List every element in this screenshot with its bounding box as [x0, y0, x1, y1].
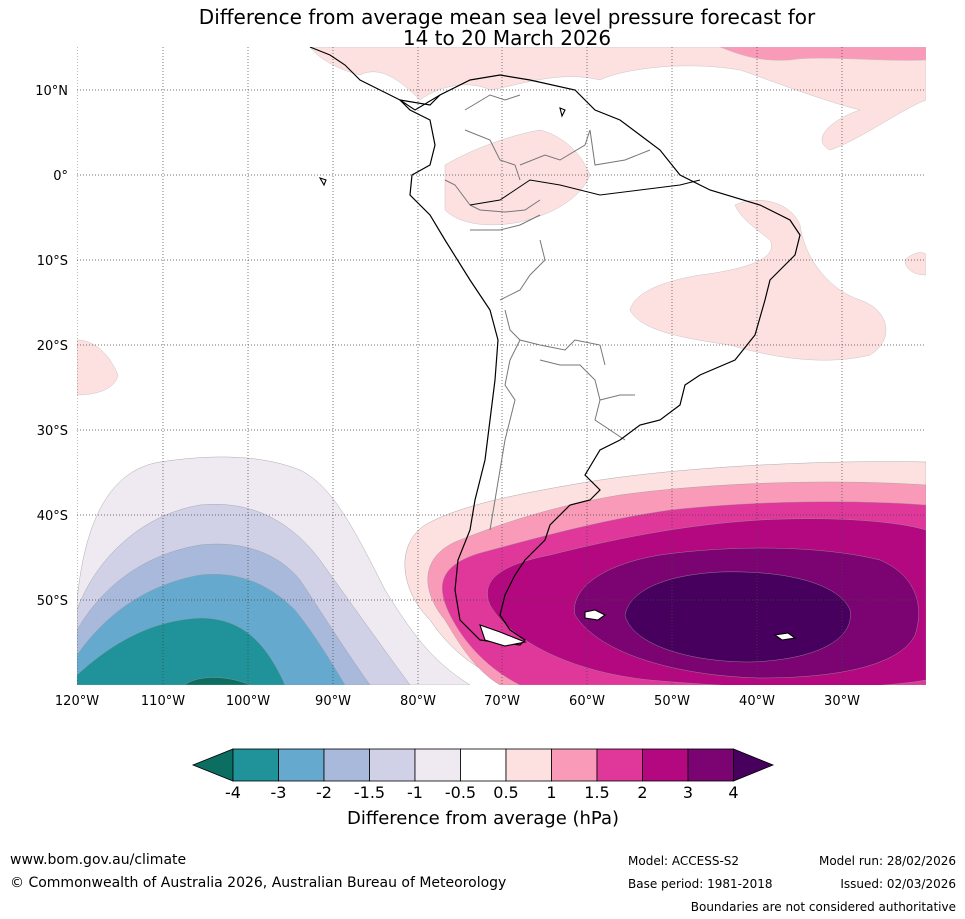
colorbar-tick-label: -1.5: [353, 783, 386, 802]
svg-text:10°N: 10°N: [35, 84, 68, 99]
issued-date: Issued: 02/03/2026: [840, 877, 956, 891]
base-period: Base period: 1981-2018: [628, 877, 773, 891]
colorbar-swatch: [369, 748, 416, 782]
map-title-line-2: 14 to 20 March 2026: [402, 26, 612, 50]
islands: [318, 107, 797, 647]
colorbar-tick-label: -1: [407, 783, 423, 802]
svg-text:100°W: 100°W: [226, 694, 270, 709]
svg-text:30°S: 30°S: [37, 424, 68, 439]
colorbar-swatch: [323, 748, 370, 782]
boundaries-disclaimer: Boundaries are not considered authoritat…: [690, 900, 956, 914]
light-positive-patches: [77, 47, 926, 396]
negative-anomaly-field: [77, 456, 471, 685]
colorbar-swatch: [642, 748, 689, 782]
map-title-line-1: Difference from average mean sea level p…: [198, 5, 816, 29]
colorbar-swatch: [414, 748, 461, 782]
svg-text:110°W: 110°W: [141, 694, 185, 709]
colorbar: [191, 748, 775, 782]
colorbar-tick-label: 4: [728, 783, 739, 802]
colorbar-swatch: [278, 748, 325, 782]
amazon-river: [469, 179, 701, 206]
colorbar-swatch: [460, 748, 507, 782]
colorbar-extend-high: [733, 748, 775, 782]
country-borders: [444, 94, 651, 531]
colorbar-extend-low: [191, 748, 234, 782]
colorbar-title: Difference from average (hPa): [346, 808, 620, 829]
longitude-axis-labels: 120°W 110°W 100°W 90°W 80°W 70°W 60°W 50…: [55, 694, 860, 709]
svg-text:50°S: 50°S: [37, 594, 68, 609]
colorbar-swatch: [551, 748, 598, 782]
svg-text:80°W: 80°W: [400, 694, 436, 709]
colorbar-tick-label: 3: [682, 783, 694, 802]
svg-text:50°W: 50°W: [654, 694, 690, 709]
svg-text:30°W: 30°W: [824, 694, 860, 709]
svg-text:0°: 0°: [53, 169, 68, 184]
colorbar-swatch: [505, 748, 552, 782]
model-run-date: Model run: 28/02/2026: [818, 854, 956, 868]
colorbar-tick-label: 2: [637, 783, 648, 802]
colorbar-tick-label: -2: [316, 783, 332, 802]
svg-text:120°W: 120°W: [55, 694, 99, 709]
svg-text:70°W: 70°W: [484, 694, 520, 709]
colorbar-tick-label: 0.5: [493, 783, 519, 802]
svg-text:90°W: 90°W: [315, 694, 351, 709]
colorbar-tick-label: -4: [225, 783, 241, 802]
positive-anomaly-field: [404, 461, 926, 685]
svg-text:60°W: 60°W: [569, 694, 605, 709]
map-plot-area: [77, 47, 926, 685]
south-america-coastline: [398, 74, 801, 646]
colorbar-swatch: [596, 748, 643, 782]
graticule: [77, 47, 926, 685]
colorbar-swatch: [687, 748, 734, 782]
svg-text:20°S: 20°S: [37, 339, 68, 354]
colorbar-swatch: [232, 748, 279, 782]
website-link[interactable]: www.bom.gov.au/climate: [10, 852, 187, 868]
svg-text:10°S: 10°S: [37, 254, 68, 269]
svg-text:40°S: 40°S: [37, 509, 68, 524]
colorbar-tick-label: -3: [270, 783, 287, 802]
colorbar-tick-label: 1: [546, 783, 557, 802]
latitude-axis-labels: 10°N 0° 10°S 20°S 30°S 40°S 50°S: [35, 84, 68, 609]
colorbar-tick-label: 1.5: [584, 783, 610, 802]
central-america-coastline: [309, 47, 441, 111]
model-name: Model: ACCESS-S2: [628, 854, 740, 868]
copyright-text: © Commonwealth of Australia 2026, Austra…: [10, 875, 507, 891]
colorbar-tick-label: -0.5: [444, 783, 477, 802]
svg-text:40°W: 40°W: [739, 694, 775, 709]
